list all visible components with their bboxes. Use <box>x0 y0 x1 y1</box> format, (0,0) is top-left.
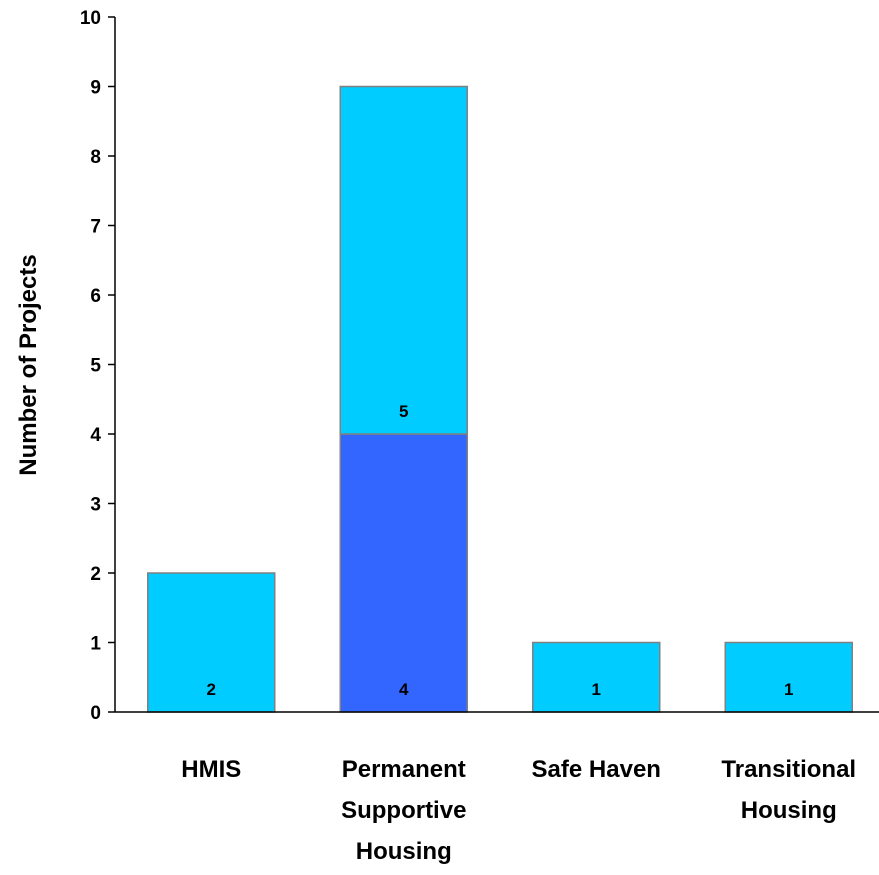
y-tick-label: 2 <box>90 564 101 585</box>
y-tick-label: 5 <box>90 356 101 377</box>
y-tick-label: 3 <box>90 495 101 516</box>
axes-group: 0 1 2 3 4 5 6 7 8 9 10 <box>80 8 879 724</box>
category-label: Housing <box>356 838 452 865</box>
data-label: 5 <box>399 402 408 421</box>
bar-segment <box>339 433 468 713</box>
y-tick-label: 1 <box>90 634 101 655</box>
category-label: Housing <box>741 797 837 824</box>
category-label: Supportive <box>341 797 466 824</box>
y-tick-label: 8 <box>90 147 101 168</box>
category-label: Safe Haven <box>532 756 661 783</box>
bars-group <box>147 85 853 713</box>
data-label: 1 <box>784 680 793 699</box>
y-tick-label: 6 <box>90 286 101 307</box>
y-axis-title: Number of Projects <box>15 254 42 475</box>
y-tick-label: 7 <box>90 217 101 238</box>
bar-segment <box>339 85 468 435</box>
y-tick-label: 4 <box>90 425 101 446</box>
y-tick-label: 0 <box>90 703 101 724</box>
category-label: HMIS <box>181 756 241 783</box>
category-label: Permanent <box>342 756 466 783</box>
bar-segment <box>147 572 276 713</box>
bar-segment <box>724 641 853 713</box>
data-label: 1 <box>592 680 601 699</box>
y-tick-label: 9 <box>90 78 101 99</box>
data-label: 4 <box>399 680 409 699</box>
category-label: Transitional <box>721 756 856 783</box>
category-labels-group: HMIS Permanent Supportive Housing Safe Haven… <box>181 756 856 865</box>
bar-segment <box>532 641 661 713</box>
y-tick-label: 10 <box>80 8 101 29</box>
data-label: 2 <box>207 680 216 699</box>
data-labels-group: 2 4 5 1 1 <box>207 402 794 699</box>
